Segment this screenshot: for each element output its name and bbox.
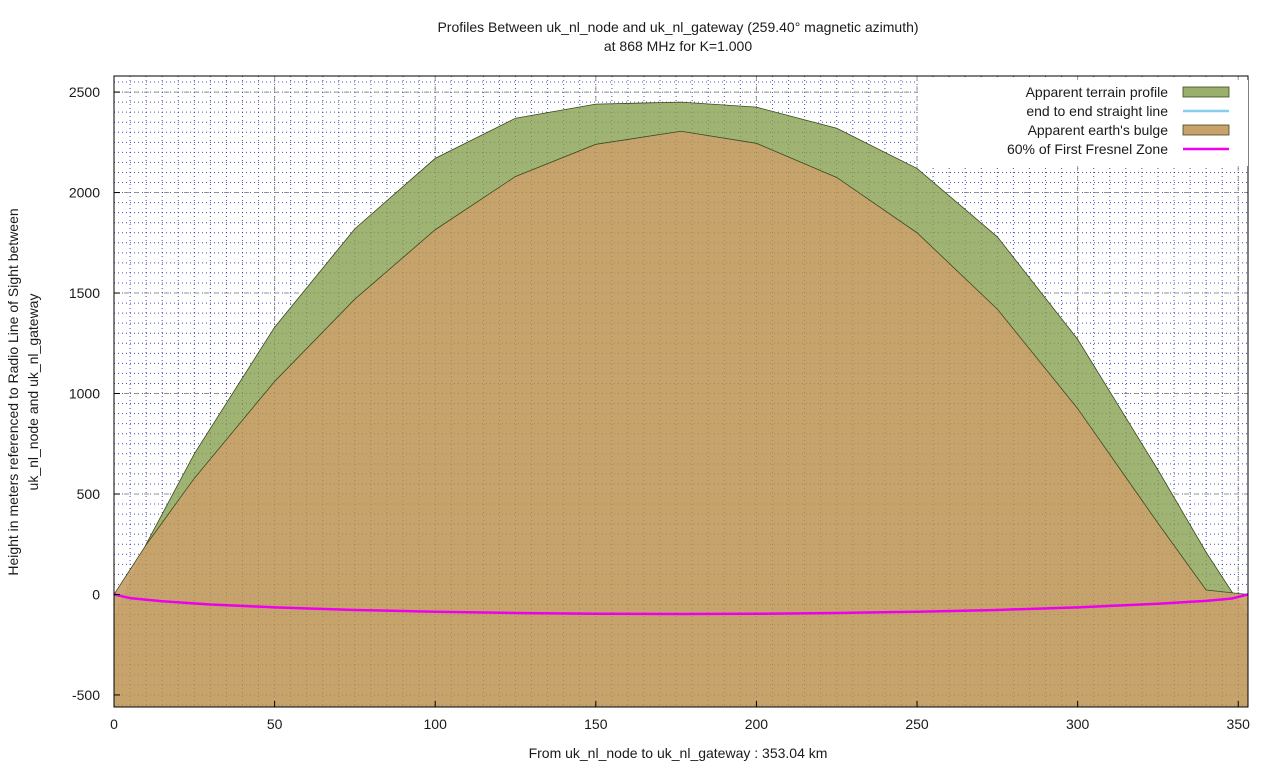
60-of-first-fresnel-zone-line [114, 593, 1248, 616]
y-tick-label: -500 [72, 687, 100, 703]
y-tick-label: 500 [77, 486, 101, 502]
y-tick-label: 2500 [69, 84, 100, 100]
x-axis-label: From uk_nl_node to uk_nl_gateway : 353.0… [529, 745, 828, 761]
y-axis-label-line2: uk_nl_node and uk_nl_gateway [25, 294, 41, 491]
legend-label-60-of-first-fresnel-zone: 60% of First Fresnel Zone [1007, 141, 1168, 157]
y-tick-label: 1500 [69, 285, 100, 301]
legend-swatch-apparent-terrain-profile [1182, 86, 1230, 98]
apparent-earth-s-bulge-area [114, 130, 1248, 707]
x-tick-label: 200 [745, 716, 769, 732]
legend-swatch-apparent-earth-s-bulge [1182, 124, 1230, 136]
series-layer [114, 101, 1248, 707]
y-axis: -500 0 500 1000 1500 2000 2500 [69, 84, 120, 703]
x-tick-label: 100 [424, 716, 448, 732]
y-axis-label-line1: Height in meters referenced to Radio Lin… [5, 208, 21, 575]
legend: Apparent terrain profile end to end strai… [918, 80, 1248, 166]
x-tick-label: 50 [267, 716, 283, 732]
plot-area [113, 75, 1249, 708]
x-axis: 0 50 100 150 200 250 300 350 [110, 701, 1250, 732]
legend-label-apparent-terrain-profile: Apparent terrain profile [1026, 84, 1169, 100]
x-tick-label: 300 [1066, 716, 1090, 732]
x-tick-label: 150 [584, 716, 608, 732]
y-tick-label: 0 [92, 586, 100, 602]
x-tick-label: 0 [110, 716, 118, 732]
legend-label-end-to-end-straight-line: end to end straight line [1026, 103, 1168, 119]
chart-title: Profiles Between uk_nl_node and uk_nl_ga… [437, 19, 918, 35]
y-tick-label: 2000 [69, 185, 100, 201]
chart-subtitle: at 868 MHz for K=1.000 [604, 38, 752, 54]
plot-border [113, 75, 1249, 708]
x-tick-label: 350 [1227, 716, 1251, 732]
x-tick-label: 250 [905, 716, 929, 732]
legend-label-apparent-earth-s-bulge: Apparent earth's bulge [1028, 122, 1169, 138]
y-tick-label: 1000 [69, 386, 100, 402]
